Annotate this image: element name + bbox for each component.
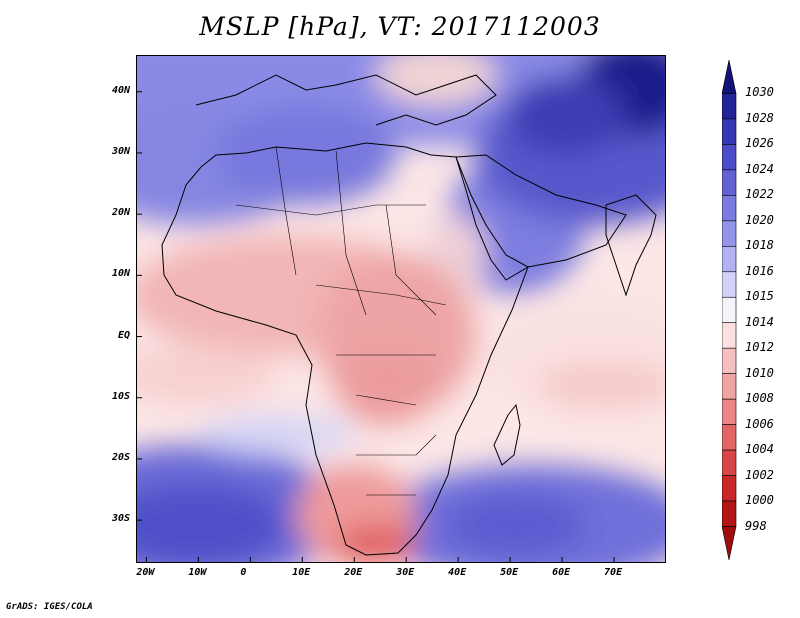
lon-tick-label: 20E xyxy=(344,567,363,578)
colorbar-swatch xyxy=(721,93,737,120)
lon-tick-label: 70E xyxy=(604,567,623,578)
africa-coastline xyxy=(161,142,529,556)
colorbar-label: 1020 xyxy=(745,212,774,227)
colorbar-label: 998 xyxy=(745,518,767,533)
india-coastline xyxy=(605,194,657,297)
map-panel xyxy=(136,55,666,563)
lon-tick-label: 20W xyxy=(136,567,155,578)
arabia-coastline xyxy=(455,154,627,268)
colorbar-swatch xyxy=(721,424,737,451)
colorbar-swatch xyxy=(721,398,737,425)
lon-tick-label: 10E xyxy=(292,567,311,578)
madagascar-coastline xyxy=(493,403,521,466)
colorbar-swatch xyxy=(721,169,737,196)
colorbar-swatch xyxy=(721,271,737,298)
colorbar xyxy=(721,59,792,561)
lon-tick-label: 30E xyxy=(396,567,415,578)
colorbar-swatch xyxy=(721,195,737,222)
colorbar-swatch xyxy=(721,347,737,374)
lon-tick-label: 60E xyxy=(552,567,571,578)
lat-tick-label: 30S xyxy=(111,513,130,525)
europe-coastline xyxy=(195,74,497,126)
lat-tick-label: EQ xyxy=(117,329,130,341)
colorbar-swatch xyxy=(721,526,737,561)
colorbar-label: 1008 xyxy=(745,391,774,406)
lat-tick-label: 20S xyxy=(111,451,130,463)
grads-credit: GrADS: IGES/COLA xyxy=(6,602,93,612)
colorbar-label: 1022 xyxy=(745,187,774,202)
lat-tick-label: 20N xyxy=(111,207,130,219)
lat-tick-label: 40N xyxy=(111,84,130,96)
colorbar-label: 1006 xyxy=(745,416,774,431)
lon-tick-label: 40E xyxy=(448,567,467,578)
colorbar-swatch xyxy=(721,475,737,502)
colorbar-label: 1024 xyxy=(745,161,774,176)
lon-tick-label: 10W xyxy=(188,567,207,578)
colorbar-swatch xyxy=(721,118,737,145)
colorbar-swatch xyxy=(721,296,737,324)
colorbar-label: 1015 xyxy=(745,289,774,304)
lon-tick-label: 0 xyxy=(240,567,247,578)
colorbar-label: 1004 xyxy=(745,442,774,457)
colorbar-label: 1028 xyxy=(745,110,774,125)
chart-title: MSLP [hPa], VT: 2017112003 xyxy=(199,12,601,41)
colorbar-swatch xyxy=(721,500,737,527)
colorbar-label: 1030 xyxy=(745,85,774,100)
lat-tick-label: 10N xyxy=(111,268,130,280)
colorbar-label: 1002 xyxy=(745,467,774,482)
lat-tick-label: 10S xyxy=(111,390,130,402)
colorbar-swatches xyxy=(721,59,737,561)
colorbar-swatch xyxy=(721,220,737,247)
colorbar-label: 1014 xyxy=(745,314,774,329)
colorbar-swatch xyxy=(721,246,737,273)
colorbar-label: 1010 xyxy=(745,365,774,380)
colorbar-swatch xyxy=(721,449,737,476)
colorbar-label: 1016 xyxy=(745,263,774,278)
country-borders xyxy=(235,146,447,496)
colorbar-swatch xyxy=(721,59,737,94)
lon-tick-label: 50E xyxy=(500,567,519,578)
colorbar-swatch xyxy=(721,322,737,349)
mslp-map xyxy=(136,55,666,563)
colorbar-swatch xyxy=(721,144,737,171)
colorbar-label: 1018 xyxy=(745,238,774,253)
colorbar-label: 1000 xyxy=(745,493,774,508)
colorbar-swatch xyxy=(721,373,737,400)
colorbar-label: 1012 xyxy=(745,340,774,355)
lat-tick-label: 30N xyxy=(111,145,130,157)
colorbar-label: 1026 xyxy=(745,136,774,151)
